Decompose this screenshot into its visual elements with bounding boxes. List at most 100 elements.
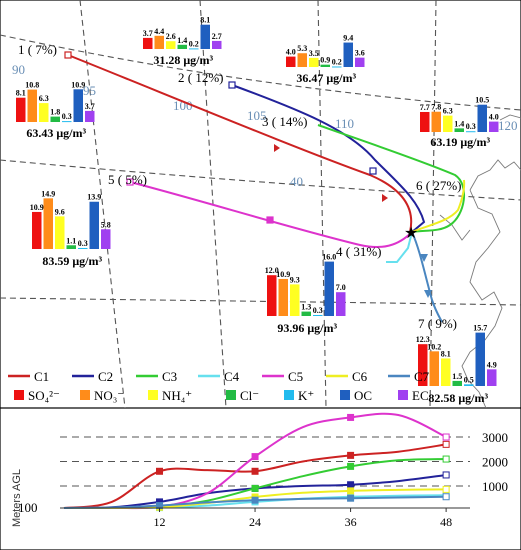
legend-label-c1: C1 <box>34 369 49 384</box>
height-point-c1-48 <box>442 440 450 448</box>
legend-label-c2: C2 <box>98 369 113 384</box>
bar-value-cluster-3-3: 3.5 <box>309 49 319 58</box>
legend-label-species-1: SO₄²⁻ <box>28 388 60 403</box>
marker-c1-start <box>64 51 72 59</box>
bar-cluster-2-4 <box>177 44 187 49</box>
bar-value-cluster-3-2: 5.3 <box>297 44 307 53</box>
bar-cluster-7-4 <box>452 380 462 386</box>
composition-chart-cluster-3: 4.0 5.33.50.9 0.2 9.43.6 36.47 μg/m³ <box>286 34 365 85</box>
total-mass-cluster-1: 63.43 μg/m³ <box>26 126 86 140</box>
bar-cluster-6-3 <box>443 115 453 132</box>
bar-value-cluster-7-1: 12.3 <box>416 335 430 344</box>
bar-value-cluster-4-7: 7.0 <box>336 283 346 292</box>
trajectories <box>67 54 466 323</box>
trajectory-c4 <box>386 231 413 263</box>
bar-cluster-4-4 <box>301 311 311 316</box>
bar-cluster-1-6 <box>73 89 83 122</box>
cluster-labels: 1 ( 7%) 2 ( 12%) 3 ( 14%) 4 ( 31%) 5 ( 5%) 6 … <box>18 42 462 331</box>
bar-cluster-2-2 <box>154 35 164 49</box>
bar-value-cluster-7-4: 1.5 <box>452 372 462 381</box>
bar-cluster-6-7 <box>489 121 499 132</box>
bar-value-cluster-6-7: 4.0 <box>489 113 499 122</box>
marker-c5-mid <box>266 216 274 224</box>
height-point-c5-24 <box>251 453 259 461</box>
bar-cluster-5-1 <box>32 211 42 249</box>
trajectory-c2 <box>231 84 426 233</box>
bar-cluster-6-5 <box>466 131 476 133</box>
height-point-c7-36 <box>347 494 355 502</box>
bar-cluster-4-2 <box>278 278 288 316</box>
bar-cluster-7-6 <box>475 332 485 386</box>
bar-value-cluster-6-5: 0.3 <box>466 122 476 131</box>
height-point-c5-48 <box>442 433 450 441</box>
bar-cluster-3-3 <box>309 57 319 67</box>
cluster-label-1: 1 ( 7%) <box>18 42 57 57</box>
bar-value-cluster-7-5: 0.5 <box>464 375 474 384</box>
bar-cluster-6-4 <box>454 128 464 132</box>
cluster-label-6: 6 ( 27%) <box>416 178 462 193</box>
marker-c2-start <box>228 81 236 89</box>
bar-value-cluster-4-2: 10.9 <box>276 270 290 279</box>
bar-value-cluster-1-7: 3.7 <box>85 102 95 111</box>
legend-label-species-3: NH₄⁺ <box>162 388 192 403</box>
y-tick-label-3000: 3000 <box>482 430 508 445</box>
legend-label-species-5: K⁺ <box>298 388 314 403</box>
trajectory-map: 90 95 100 105 110 120 40 <box>0 0 521 408</box>
graticule-label-110: 110 <box>335 116 354 131</box>
bar-value-cluster-6-3: 6.3 <box>443 107 453 116</box>
bar-cluster-2-7 <box>212 40 222 49</box>
y-base-label: 100 <box>18 500 38 515</box>
bar-value-cluster-5-7: 5.8 <box>101 220 111 229</box>
legend-label-c6: C6 <box>352 369 368 384</box>
map-frame <box>0 0 521 408</box>
composition-chart-cluster-4: 12.010.99.3 1.3 0.3 16.0 7.0 93.96 μg/m³ <box>265 253 346 335</box>
height-point-c7-48 <box>442 493 450 501</box>
marker-c2-mid <box>369 167 377 175</box>
bar-value-cluster-2-4: 1.4 <box>177 36 187 45</box>
bar-cluster-1-5 <box>62 121 72 123</box>
graticule-label-100: 100 <box>173 98 193 113</box>
bar-cluster-3-6 <box>343 42 353 67</box>
height-point-c6-36 <box>347 487 355 495</box>
bar-cluster-2-5 <box>189 48 199 50</box>
composition-chart-cluster-5: 10.9 14.99.6 1.1 0.3 13.9 5.8 83.59 μg/m³ <box>30 189 111 268</box>
legend: C1 C2 C3 C4 C5 C6 C7 SO₄²⁻ NO₃⁻ NH₄⁺ Cl⁻ K⁺ OC EC <box>8 369 430 403</box>
bar-cluster-4-7 <box>336 292 346 316</box>
y-tick-label-2000: 2000 <box>482 454 508 469</box>
legend-swatch-species-3 <box>148 390 158 400</box>
graticule-labels: 90 95 100 105 110 120 40 <box>12 62 518 189</box>
trajectory-c3 <box>317 124 466 233</box>
graticule-label-105: 105 <box>247 108 267 123</box>
bar-value-cluster-3-4: 0.9 <box>320 56 330 65</box>
height-point-c3-48 <box>442 455 450 463</box>
x-tick-label-12: 12 <box>154 515 166 529</box>
bar-cluster-5-7 <box>101 229 111 249</box>
bar-cluster-3-7 <box>355 57 365 67</box>
height-point-c1-12 <box>156 467 164 475</box>
graticule-label-95: 95 <box>83 83 96 98</box>
height-point-c3-24 <box>251 484 259 492</box>
height-point-c2-36 <box>347 481 355 489</box>
bar-value-cluster-6-2: 7.8 <box>431 103 441 112</box>
bar-value-cluster-2-1: 3.7 <box>143 29 153 38</box>
bar-value-cluster-4-5: 0.3 <box>313 306 323 315</box>
composition-chart-cluster-7: 12.310.28.1 1.5 0.5 15.7 4.9 82.58 μg/m³ <box>416 324 497 405</box>
marker-c1-arrow <box>274 144 280 152</box>
bar-cluster-7-5 <box>464 384 474 386</box>
bar-value-cluster-5-4: 1.1 <box>66 236 76 245</box>
height-point-c3-36 <box>347 462 355 470</box>
cluster-label-4: 4 ( 31%) <box>336 244 382 259</box>
height-point-c5-36 <box>347 413 355 421</box>
bar-cluster-2-3 <box>166 41 176 49</box>
bar-value-cluster-2-5: 0.2 <box>189 39 199 48</box>
height-axes: 12 24 36 48 1000 2000 3000 100 <box>18 430 508 529</box>
bar-value-cluster-6-1: 7.7 <box>420 103 430 112</box>
bar-value-cluster-7-2: 10.2 <box>427 342 441 351</box>
bar-cluster-5-6 <box>89 201 99 249</box>
bar-value-cluster-5-2: 14.9 <box>41 189 55 198</box>
bar-cluster-7-1 <box>418 344 428 386</box>
x-tick-label-48: 48 <box>440 515 452 529</box>
bar-cluster-1-3 <box>39 103 49 122</box>
bar-value-cluster-5-5: 0.3 <box>78 239 88 248</box>
height-point-c1-24 <box>251 467 259 475</box>
